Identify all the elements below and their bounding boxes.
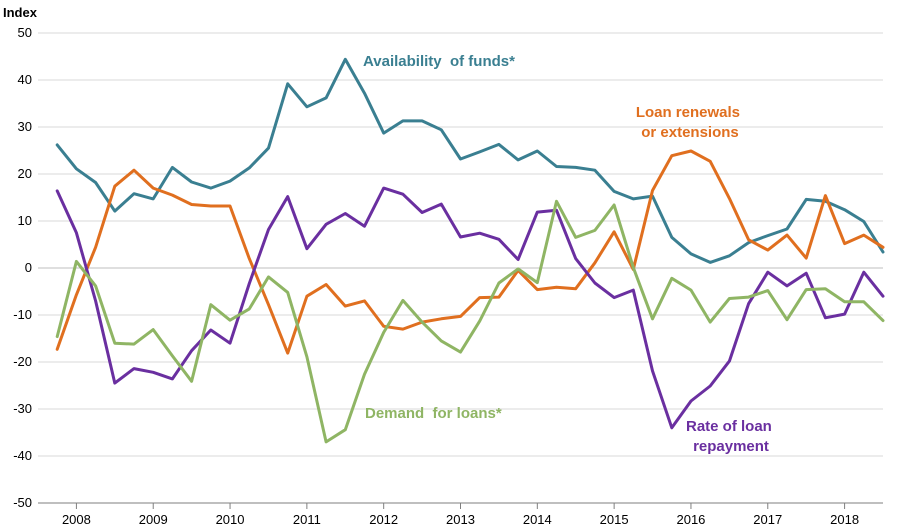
annotation-repayment-line-1: Rate of loan	[686, 418, 772, 435]
y-tick-label: 0	[25, 260, 32, 275]
x-tick-label: 2017	[753, 512, 782, 527]
x-tick-label: 2009	[139, 512, 168, 527]
annotation-availability-line-1: Availability of funds*	[363, 53, 515, 70]
x-axis-tick-labels: 2008 2009 2010 2011 2012 2013 2014 2015 2016 2017…	[62, 512, 859, 527]
y-tick-label: -20	[13, 354, 32, 369]
y-tick-label: -40	[13, 448, 32, 463]
y-tick-label: 30	[18, 119, 32, 134]
series-line-demand-for-loans	[55, 199, 885, 444]
y-tick-label: -50	[13, 495, 32, 510]
y-tick-label: 50	[18, 25, 32, 40]
series-lines	[55, 57, 885, 444]
annotation-loan-renewals: Loan renewals or extensions	[636, 104, 744, 141]
x-tick-label: 2012	[369, 512, 398, 527]
x-tick-label: 2015	[600, 512, 629, 527]
x-tick-label: 2010	[216, 512, 245, 527]
annotation-availability-of-funds: Availability of funds*	[363, 53, 515, 70]
annotation-demand-line-1: Demand for loans*	[365, 405, 502, 422]
x-tick-label: 2016	[676, 512, 705, 527]
series-line-rate-of-loan-repayment	[55, 186, 885, 430]
annotation-loan-renewals-line-2: or extensions	[641, 124, 739, 141]
series-line-loan-renewals-or-extensions	[55, 149, 885, 355]
x-tick-label: 2011	[293, 512, 321, 527]
x-tick-label: 2013	[446, 512, 475, 527]
y-tick-label: -10	[13, 307, 32, 322]
annotation-repayment-line-2: repayment	[693, 438, 769, 455]
axes	[38, 267, 883, 509]
y-tick-label: 40	[18, 72, 32, 87]
y-axis-label: Index	[3, 5, 38, 20]
y-tick-label: 20	[18, 166, 32, 181]
annotation-rate-of-loan-repayment: Rate of loan repayment	[686, 418, 776, 455]
y-tick-label: -30	[13, 401, 32, 416]
y-tick-label: 10	[18, 213, 32, 228]
annotation-demand-for-loans: Demand for loans*	[365, 405, 502, 422]
x-tick-label: 2008	[62, 512, 91, 527]
x-tick-label: 2018	[830, 512, 859, 527]
x-tick-label: 2014	[523, 512, 552, 527]
series-line-availability-of-funds	[55, 57, 885, 264]
y-axis-tick-labels: 50 40 30 20 10 0 -10 -20 -30 -40 -50	[13, 25, 32, 510]
annotation-loan-renewals-line-1: Loan renewals	[636, 104, 740, 121]
